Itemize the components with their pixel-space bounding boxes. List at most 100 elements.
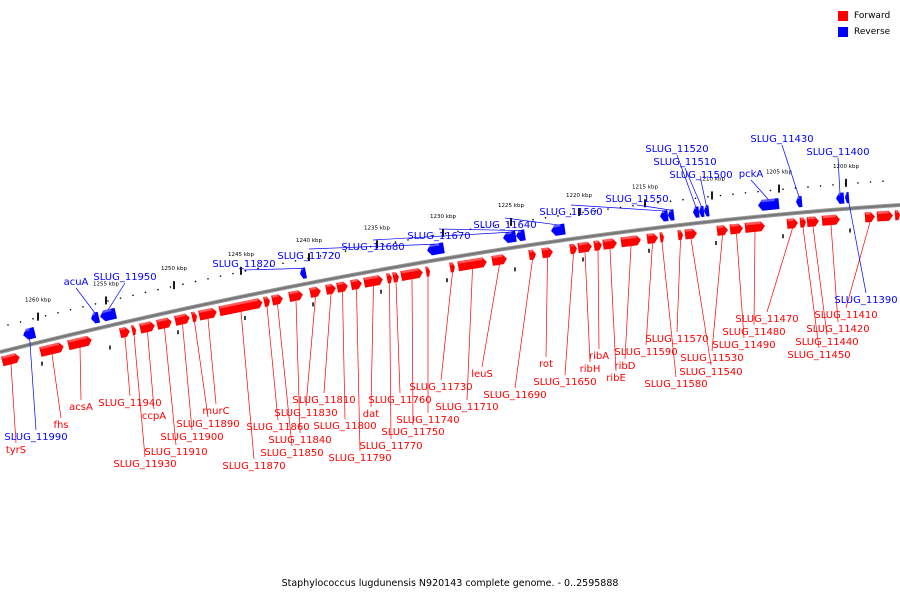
gene-label-slug-11800: SLUG_11800	[313, 421, 376, 432]
gene-arrow-body	[363, 275, 383, 288]
gene-arrow-highlight	[745, 221, 761, 226]
gene-label-slug-11470: SLUG_11470	[735, 314, 798, 325]
ruler-dot	[282, 262, 284, 265]
gene-label-slug-11450: SLUG_11450	[787, 350, 850, 361]
gene-slug-11750	[400, 268, 423, 282]
gene-arrow-body	[684, 228, 697, 240]
gene-arrow-highlight	[807, 216, 815, 220]
gene-slug-11480	[744, 221, 765, 233]
legend-reverse: Reverse	[838, 25, 890, 39]
gene-label-slug-11400: SLUG_11400	[806, 147, 869, 158]
gene-arrow-highlight	[131, 325, 134, 328]
gene-label-leader	[597, 250, 600, 350]
gene-arrow-highlight	[326, 283, 332, 288]
gene-label-leader	[395, 281, 401, 394]
gene-arrow-body	[677, 229, 683, 241]
ruler-dot	[432, 234, 434, 237]
ruler-dot	[244, 270, 247, 272]
ruler-dot	[132, 294, 134, 297]
gene-label-leader	[802, 227, 820, 349]
gene-label-slug-11740: SLUG_11740	[396, 415, 459, 426]
gene-arrow-highlight	[621, 235, 637, 240]
map-caption: Staphylococcus lugdunensis N920143 compl…	[0, 578, 900, 589]
ruler-label: 1255 kbp	[93, 281, 119, 287]
gene-label-leader	[466, 269, 473, 401]
ruler-dot	[94, 303, 97, 305]
gene-arrow-body	[174, 313, 190, 326]
gene-label-leader	[323, 293, 332, 394]
gene-slug-11500	[704, 205, 710, 217]
gene-arrow-body	[218, 298, 263, 317]
gene-label-leader	[661, 242, 677, 378]
gene-arrow-highlight	[647, 233, 654, 237]
ruler-dot	[657, 201, 659, 204]
gene-label-dat: dat	[363, 409, 379, 420]
gene-arrow-body	[288, 290, 303, 302]
gene-arrow-highlight	[450, 262, 453, 266]
gene-slug-11910	[156, 317, 172, 330]
gene-arrow-highlight	[140, 321, 151, 326]
gene-label-leader	[240, 311, 255, 460]
gene-label-leader	[781, 144, 800, 197]
gene-slug-11940	[119, 326, 130, 339]
ruler-label: 1230 kbp	[430, 214, 456, 220]
gene-label-leader	[440, 272, 453, 381]
gene-ribd	[620, 235, 641, 248]
gene-arrow-highlight	[551, 224, 561, 228]
gene-arrow-highlight	[458, 257, 483, 264]
gene-arrow-body	[392, 271, 399, 283]
ruler-dot	[69, 308, 72, 311]
gene-slug-11820	[299, 267, 307, 279]
ruler-dot	[7, 324, 9, 326]
gene-label-slug-11680: SLUG_11680	[341, 242, 404, 253]
ruler-dot	[594, 209, 597, 212]
gene-label-slug-11550: SLUG_11550	[605, 194, 668, 205]
ruler: 1260 kbp 1255 kbp 1250 kbp 1245 kbp 1240 kbp…	[7, 164, 884, 366]
gene-arrow-highlight	[800, 217, 804, 221]
gene-label-leader	[624, 246, 632, 360]
gene-arrow-highlight	[351, 278, 358, 283]
ruler-dot	[219, 275, 222, 277]
gene-arrow-body	[699, 205, 705, 218]
gene-label-leader	[676, 154, 697, 208]
ruler-dot	[144, 291, 147, 294]
gene-arrow-highlight	[157, 317, 168, 323]
gene-riba	[593, 240, 602, 251]
gene-label-slug-11930: SLUG_11930	[113, 459, 176, 470]
gene-slug-11710	[457, 257, 487, 272]
gene-arrow-highlight	[426, 266, 428, 270]
ruler-dot	[269, 264, 272, 267]
ruler-label: 1210 kbp	[699, 176, 725, 182]
gene-label-slug-11410: SLUG_11410	[814, 310, 877, 321]
gene-arrow-highlight	[387, 273, 390, 276]
gene-label-slug-11830: SLUG_11830	[274, 408, 337, 419]
gene-slug-11430	[796, 196, 803, 208]
gene-arrow-body	[503, 230, 517, 244]
gene-label-leader	[75, 287, 96, 314]
gene-label-acua: acuA	[64, 277, 89, 288]
gene-label-leader	[28, 328, 37, 431]
gene-slug-11640	[551, 223, 566, 236]
gene-slug-11450	[799, 217, 806, 228]
gene-acsa	[67, 335, 92, 351]
gene-arrow-body	[491, 254, 507, 266]
ruler-label: 1240 kbp	[296, 238, 322, 244]
gene-arrow-highlight	[822, 214, 836, 219]
gene-label-leader	[10, 364, 17, 444]
gene-label-slug-11480: SLUG_11480	[722, 327, 785, 338]
ruler-dot	[719, 194, 722, 197]
gene-label-slug-11440: SLUG_11440	[795, 337, 858, 348]
legend: Forward Reverse	[838, 9, 890, 41]
legend-forward: Forward	[838, 9, 890, 23]
ruler-label: 1200 kbp	[833, 164, 859, 170]
ruler-label: 1250 kbp	[161, 266, 187, 272]
gene-label-leader	[438, 228, 521, 231]
ruler-dot	[444, 232, 447, 235]
gene-label-leader	[243, 267, 304, 271]
gene-slug-11570	[677, 229, 683, 241]
ruler-dot	[207, 277, 209, 280]
gene-arrow-body	[309, 286, 321, 298]
ruler-dot	[157, 288, 159, 291]
